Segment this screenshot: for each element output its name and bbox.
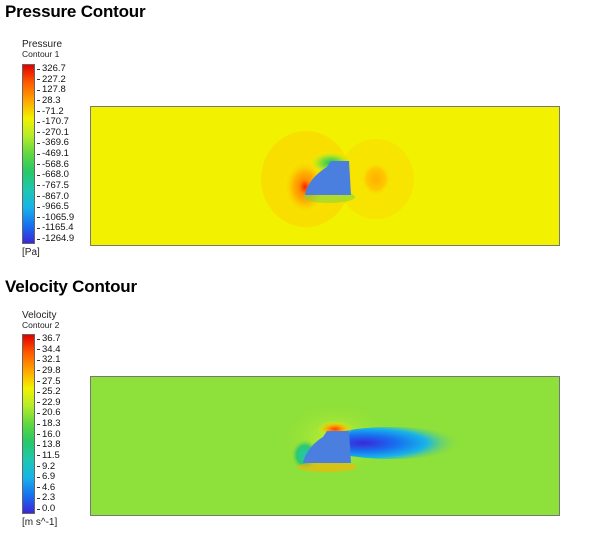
velocity-legend-title: Velocity — [22, 310, 57, 321]
velocity-tick-label: 16.0 — [37, 429, 61, 440]
pressure-heading: Pressure Contour — [5, 2, 146, 21]
pressure-legend-title: Pressure — [22, 39, 63, 50]
pressure-colorbar — [22, 64, 35, 244]
velocity-tick-label: 20.6 — [37, 408, 61, 418]
velocity-contour-field — [91, 377, 559, 515]
pressure-tick-label: 28.3 — [37, 95, 61, 106]
velocity-tick-label: 34.4 — [37, 344, 61, 355]
velocity-contour-plot — [90, 376, 560, 516]
velocity-wake-zone — [321, 427, 461, 459]
pressure-vehicle-body — [305, 161, 351, 195]
velocity-tick-label: 22.9 — [37, 397, 61, 408]
pressure-tick-label: -767.5 — [37, 180, 69, 191]
velocity-tick-label: 29.8 — [37, 365, 61, 376]
pressure-tick-label: -668.0 — [37, 170, 69, 180]
velocity-tick-label: 13.8 — [37, 440, 61, 450]
pressure-tick-label: -568.6 — [37, 159, 69, 170]
pressure-tick-label: -867.0 — [37, 191, 69, 202]
velocity-tick-label: 36.7 — [37, 334, 61, 344]
pressure-tick-label: -1264.9 — [37, 234, 74, 244]
pressure-tick-label: -71.2 — [37, 106, 64, 117]
velocity-units: [m s^-1] — [22, 517, 58, 528]
pressure-rear-zone — [360, 161, 392, 197]
pressure-contour-field — [91, 107, 559, 245]
velocity-tick-label: 11.5 — [37, 450, 60, 461]
velocity-legend-subtitle: Contour 2 — [22, 320, 60, 330]
velocity-tick-label: 25.2 — [37, 387, 61, 397]
pressure-tick-label: -270.1 — [37, 127, 69, 138]
pressure-tick-labels: 326.7 227.2 127.8 28.3 -71.2 -170.7 -270.1 -369… — [37, 64, 97, 244]
velocity-tick-label: 32.1 — [37, 355, 61, 365]
velocity-tick-label: 6.9 — [37, 472, 55, 482]
pressure-tick-label: -469.1 — [37, 149, 69, 159]
velocity-tick-label: 27.5 — [37, 376, 61, 387]
pressure-tick-label: -966.5 — [37, 202, 69, 212]
velocity-tick-label: 18.3 — [37, 419, 61, 429]
pressure-units: [Pa] — [22, 247, 40, 258]
velocity-tick-label: 0.0 — [37, 504, 55, 514]
pressure-tick-label: -1065.9 — [37, 212, 74, 223]
velocity-underbody-zone — [297, 462, 357, 472]
pressure-tick-label: -369.6 — [37, 138, 69, 148]
velocity-vehicle-body — [303, 431, 351, 463]
velocity-colorbar — [22, 334, 35, 514]
velocity-tick-label: 4.6 — [37, 482, 55, 493]
velocity-tick-label: 2.3 — [37, 493, 55, 503]
pressure-tick-label: 227.2 — [37, 74, 66, 85]
velocity-heading: Velocity Contour — [5, 277, 137, 296]
velocity-tick-label: 9.2 — [37, 461, 55, 472]
pressure-tick-label: -1165.4 — [37, 223, 74, 233]
velocity-tick-labels: 36.7 34.4 32.1 29.8 27.5 25.2 22.9 20.6 18.3 16.0… — [37, 334, 97, 514]
pressure-tick-label: -170.7 — [37, 117, 69, 127]
pressure-contour-plot — [90, 106, 560, 246]
pressure-legend-subtitle: Contour 1 — [22, 49, 60, 59]
pressure-tick-label: 326.7 — [37, 64, 66, 74]
pressure-tick-label: 127.8 — [37, 85, 66, 95]
